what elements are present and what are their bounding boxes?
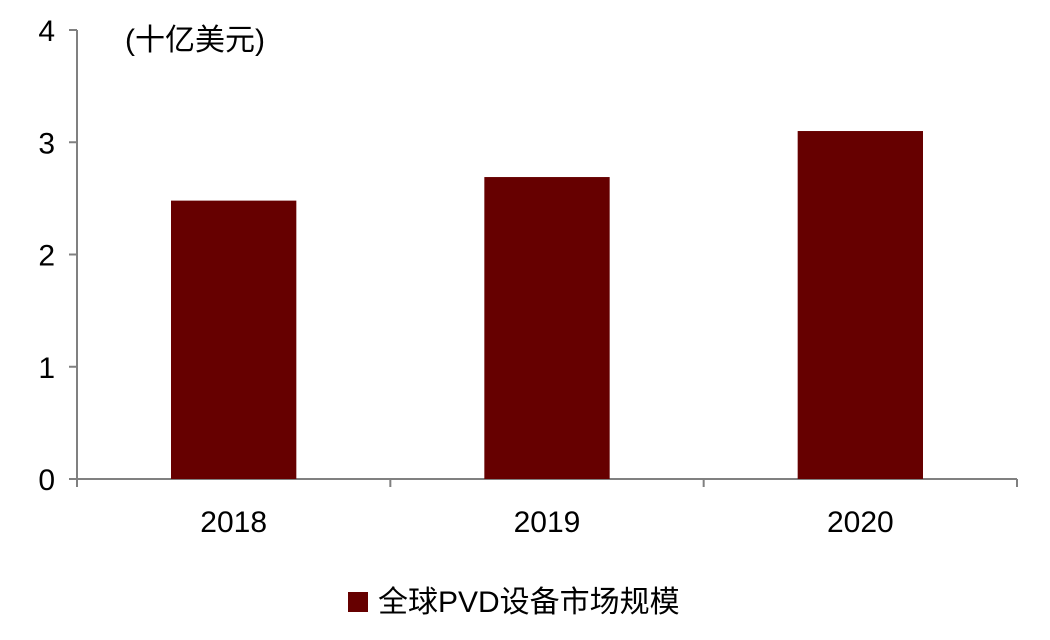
y-tick-label: 4 (38, 15, 55, 48)
y-tick-label: 3 (38, 127, 55, 160)
x-axis: 2018 2019 2020 (76, 478, 1018, 539)
legend: 全球PVD设备市场规模 (348, 586, 680, 619)
x-tick-label: 2020 (827, 506, 894, 539)
y-axis: 0 1 2 3 4 (38, 15, 78, 497)
x-tick-label: 2019 (514, 506, 581, 539)
bar-2019 (484, 177, 610, 480)
y-tick-label: 1 (38, 352, 55, 385)
bar-2020 (797, 131, 923, 479)
legend-label: 全球PVD设备市场规模 (378, 586, 680, 619)
legend-swatch (348, 592, 368, 612)
y-tick-label: 2 (38, 240, 55, 273)
x-tick-label: 2018 (200, 506, 267, 539)
bars-group (171, 131, 923, 480)
unit-label: (十亿美元) (125, 24, 265, 57)
bar-2018 (171, 200, 297, 479)
y-tick-label: 0 (38, 464, 55, 497)
